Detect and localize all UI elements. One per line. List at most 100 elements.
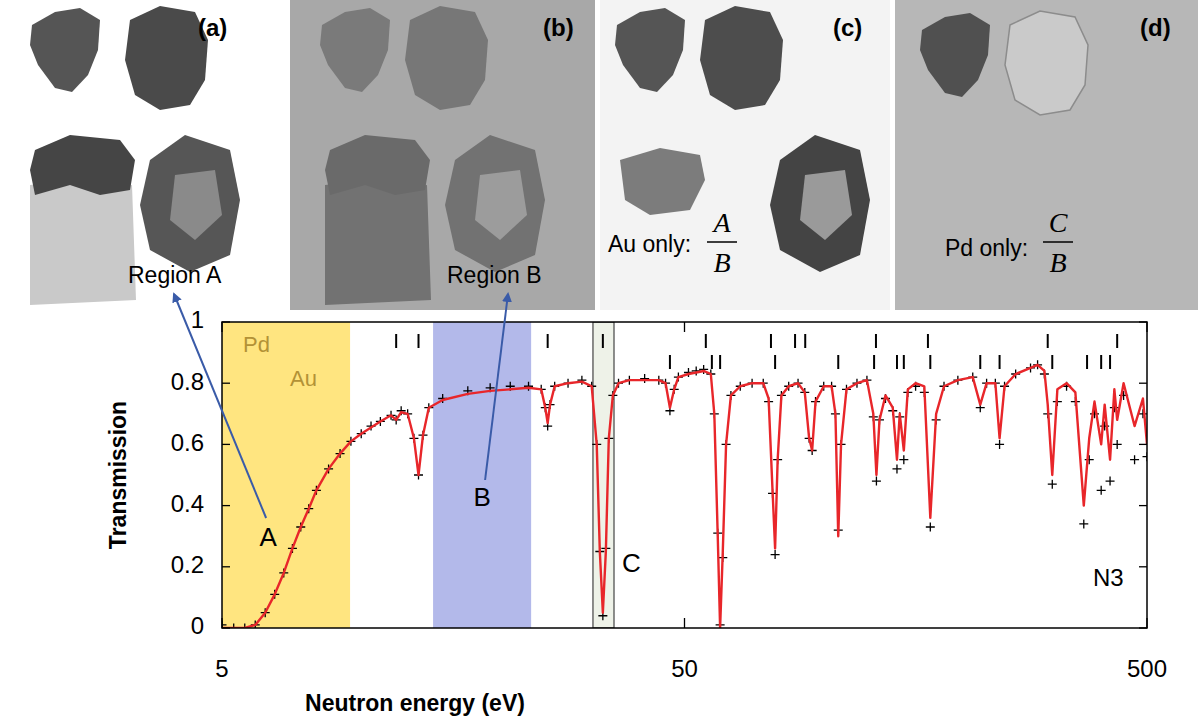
x-tick xyxy=(221,322,222,332)
data-point xyxy=(899,455,908,464)
plot-frame xyxy=(222,322,1147,628)
panel-letter: (c) xyxy=(833,14,862,41)
resonance-tick xyxy=(903,355,905,369)
object xyxy=(125,6,208,110)
resonance-tick xyxy=(418,334,420,348)
resonance-tick xyxy=(1047,334,1049,348)
panel-b-ground xyxy=(290,0,595,310)
resonance-tick xyxy=(547,334,549,348)
y-tick-label: 0.2 xyxy=(171,551,204,578)
y-tick xyxy=(222,627,230,628)
y-tick xyxy=(222,566,230,567)
fraction-bar xyxy=(707,241,737,243)
region-letter: C xyxy=(622,548,641,578)
y-tick xyxy=(1139,321,1147,322)
object xyxy=(320,8,390,92)
resonance-tick xyxy=(774,355,776,369)
y-tick xyxy=(1139,566,1147,567)
x-tick xyxy=(1146,618,1147,628)
y-tick xyxy=(1139,627,1147,628)
sample-label: N3 xyxy=(1093,564,1124,591)
data-point xyxy=(1113,440,1122,449)
image-panels xyxy=(0,0,1198,310)
plot-area xyxy=(222,322,1147,628)
resonance-tick xyxy=(1100,355,1102,369)
data-point xyxy=(892,464,901,473)
resonance-tick xyxy=(875,334,877,348)
y-tick-label: 0.4 xyxy=(171,490,204,517)
object xyxy=(140,135,240,272)
x-tick xyxy=(684,322,685,332)
x-tick-label: 50 xyxy=(671,655,698,682)
object xyxy=(405,6,488,110)
object xyxy=(445,135,545,272)
caption: Au only: xyxy=(608,231,691,257)
resonance-tick xyxy=(896,355,898,369)
data-point xyxy=(872,477,881,486)
resonance-tick xyxy=(873,355,875,369)
fraction-bar xyxy=(1043,241,1073,243)
resonance-tick xyxy=(1051,355,1053,369)
resonance-tick xyxy=(770,334,772,348)
denominator: B xyxy=(1049,247,1066,278)
y-tick xyxy=(222,321,230,322)
resonance-tick xyxy=(837,355,839,369)
x-axis-title: Neutron energy (eV) xyxy=(305,690,525,716)
arrow xyxy=(174,294,266,518)
data-point xyxy=(995,440,1004,449)
y-tick xyxy=(1139,444,1147,445)
figure: (a)(b)(c)(d)Region ARegion BAu only:ABPd… xyxy=(0,0,1198,720)
region-label: Region B xyxy=(447,262,542,288)
resonance-tick xyxy=(1086,355,1088,369)
resonance-tick xyxy=(979,355,981,369)
y-tick xyxy=(222,383,230,384)
object xyxy=(30,8,100,92)
object xyxy=(770,135,870,272)
object xyxy=(325,135,430,195)
resonance-tick xyxy=(927,334,929,348)
panel-a-ground xyxy=(0,0,245,310)
panel-letter: (b) xyxy=(543,14,574,41)
object xyxy=(475,170,527,240)
object xyxy=(620,148,705,215)
y-tick xyxy=(222,444,230,445)
data-point xyxy=(640,374,649,383)
data-point xyxy=(1106,477,1115,486)
resonance-tick xyxy=(711,355,713,369)
x-tick-label: 500 xyxy=(1127,655,1167,682)
y-tick-label: 1 xyxy=(191,306,204,333)
data-point xyxy=(771,550,780,559)
data-point xyxy=(1130,455,1139,464)
x-tick xyxy=(684,618,685,628)
object xyxy=(700,6,783,110)
region-letter: A xyxy=(259,522,277,552)
y-axis-title: Transmission xyxy=(105,401,131,549)
fit-line xyxy=(222,365,1147,628)
panel-c-ground xyxy=(600,0,890,310)
numerator: A xyxy=(711,207,731,238)
resonance-tick xyxy=(794,334,796,348)
object xyxy=(325,180,431,305)
denominator: B xyxy=(713,247,730,278)
resonance-tick xyxy=(929,355,931,369)
object xyxy=(170,170,222,240)
panel-d-ground xyxy=(895,0,1198,310)
resonance-tick xyxy=(395,334,397,348)
data-point xyxy=(926,523,935,532)
region-band xyxy=(433,322,531,628)
object xyxy=(30,180,136,305)
panel-letter: (d) xyxy=(1140,14,1171,41)
y-tick-label: 0.8 xyxy=(171,368,204,395)
region-label: Region A xyxy=(128,262,222,288)
resonance-tick xyxy=(669,355,671,369)
object xyxy=(800,170,852,240)
x-tick xyxy=(221,618,222,628)
resonance-tick xyxy=(1109,355,1111,369)
measured-points xyxy=(222,360,1147,628)
element-name: Pd xyxy=(243,332,270,357)
y-tick-label: 0 xyxy=(191,612,204,639)
data-point xyxy=(524,382,533,391)
data-point xyxy=(1079,519,1088,528)
resonance-tick xyxy=(719,355,721,369)
x-tick-label: 5 xyxy=(215,655,228,682)
